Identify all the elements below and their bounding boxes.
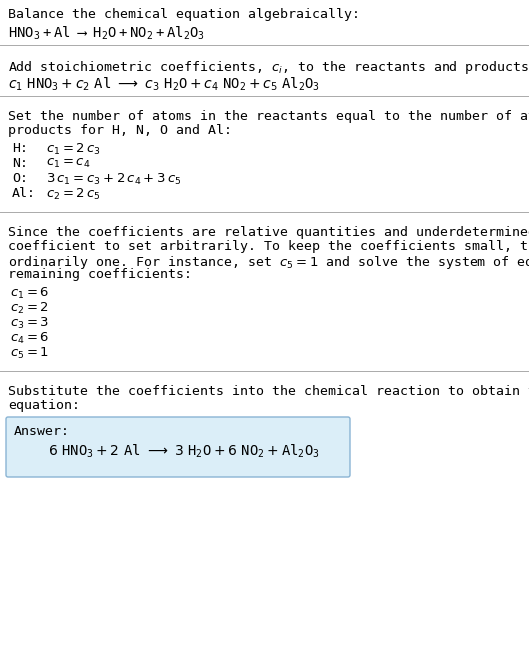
- Text: Set the number of atoms in the reactants equal to the number of atoms in the: Set the number of atoms in the reactants…: [8, 110, 529, 123]
- Text: $c_3 = 3$: $c_3 = 3$: [10, 316, 49, 331]
- Text: N:: N:: [12, 157, 28, 170]
- Text: coefficient to set arbitrarily. To keep the coefficients small, the arbitrary va: coefficient to set arbitrarily. To keep …: [8, 240, 529, 253]
- Text: $c_1 = 6$: $c_1 = 6$: [10, 286, 49, 301]
- Text: $c_1 = 2\,c_3$: $c_1 = 2\,c_3$: [46, 142, 101, 157]
- Text: equation:: equation:: [8, 399, 80, 412]
- Text: ordinarily one. For instance, set $c_5 = 1$ and solve the system of equations fo: ordinarily one. For instance, set $c_5 =…: [8, 254, 529, 271]
- Text: $c_1\ \mathtt{HNO_3} + c_2\ \mathtt{Al}\ \longrightarrow\ c_3\ \mathtt{H_2O} + c: $c_1\ \mathtt{HNO_3} + c_2\ \mathtt{Al}\…: [8, 76, 320, 93]
- Text: $c_2 = 2\,c_5$: $c_2 = 2\,c_5$: [46, 187, 101, 202]
- Text: Al:: Al:: [12, 187, 36, 200]
- Text: $3\,c_1 = c_3 + 2\,c_4 + 3\,c_5$: $3\,c_1 = c_3 + 2\,c_4 + 3\,c_5$: [46, 172, 181, 187]
- Text: Substitute the coefficients into the chemical reaction to obtain the balanced: Substitute the coefficients into the che…: [8, 385, 529, 398]
- Text: Balance the chemical equation algebraically:: Balance the chemical equation algebraica…: [8, 8, 360, 21]
- FancyBboxPatch shape: [6, 417, 350, 477]
- Text: Since the coefficients are relative quantities and underdetermined, choose a: Since the coefficients are relative quan…: [8, 226, 529, 239]
- Text: $c_5 = 1$: $c_5 = 1$: [10, 346, 49, 361]
- Text: $c_4 = 6$: $c_4 = 6$: [10, 331, 49, 346]
- Text: $c_2 = 2$: $c_2 = 2$: [10, 301, 49, 316]
- Text: Answer:: Answer:: [14, 425, 70, 438]
- Text: $6\ \mathtt{HNO_3} + 2\ \mathtt{Al}\ \longrightarrow\ 3\ \mathtt{H_2O} + 6\ \mat: $6\ \mathtt{HNO_3} + 2\ \mathtt{Al}\ \lo…: [48, 443, 320, 461]
- Text: $c_1 = c_4$: $c_1 = c_4$: [46, 157, 90, 170]
- Text: O:: O:: [12, 172, 28, 185]
- Text: remaining coefficients:: remaining coefficients:: [8, 268, 192, 281]
- Text: H:: H:: [12, 142, 28, 155]
- Text: Add stoichiometric coefficients, $c_i$, to the reactants and products:: Add stoichiometric coefficients, $c_i$, …: [8, 59, 529, 76]
- Text: products for H, N, O and Al:: products for H, N, O and Al:: [8, 124, 232, 137]
- Text: $\mathtt{HNO_3 + Al\ \longrightarrow\ H_2O + NO_2 + Al_2O_3}$: $\mathtt{HNO_3 + Al\ \longrightarrow\ H_…: [8, 25, 205, 43]
